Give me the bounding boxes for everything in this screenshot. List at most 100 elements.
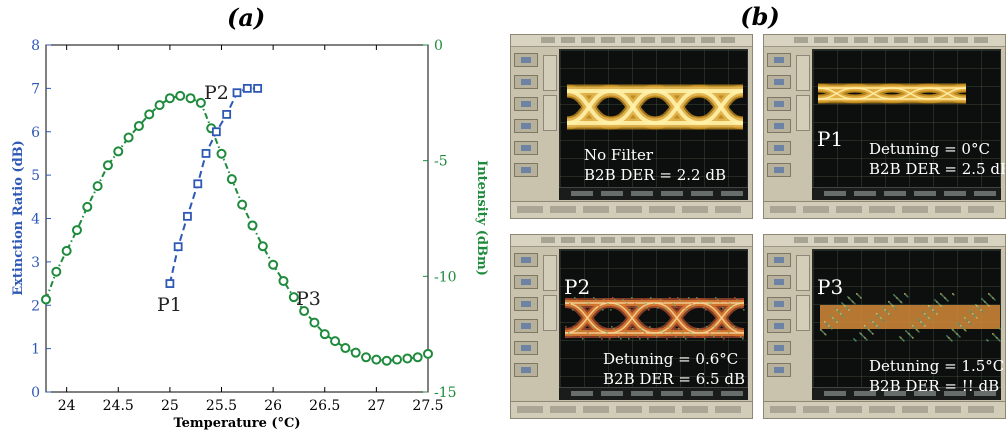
scope-side-button[interactable]	[514, 141, 538, 155]
noise-dot	[911, 336, 913, 338]
noise-dot	[934, 311, 936, 313]
menu-item-placeholder[interactable]	[794, 237, 808, 243]
menu-item-placeholder[interactable]	[561, 37, 575, 43]
menu-item-placeholder[interactable]	[974, 37, 988, 43]
x-tick-label: 26	[264, 398, 282, 414]
menu-item-placeholder[interactable]	[934, 37, 948, 43]
menu-item-placeholder[interactable]	[814, 37, 828, 43]
noise-dot	[856, 293, 858, 295]
scope-side-button[interactable]	[514, 319, 538, 333]
scope-statusbar	[764, 201, 1005, 218]
scope-side-button[interactable]	[767, 319, 791, 333]
menu-item-placeholder[interactable]	[641, 37, 655, 43]
menu-item-placeholder[interactable]	[894, 237, 908, 243]
noise-dot	[836, 309, 838, 311]
x-axis-label: Temperature (°C)	[173, 416, 300, 431]
menu-item-placeholder[interactable]	[581, 237, 595, 243]
menu-item-placeholder[interactable]	[541, 237, 555, 243]
status-placeholder	[968, 406, 994, 413]
menu-item-placeholder[interactable]	[561, 237, 575, 243]
scope-side-button[interactable]	[514, 75, 538, 89]
menu-item-placeholder[interactable]	[834, 237, 848, 243]
menu-item-placeholder[interactable]	[854, 37, 868, 43]
menu-item-placeholder[interactable]	[621, 237, 635, 243]
menu-item-placeholder[interactable]	[701, 237, 715, 243]
noise-dot	[970, 323, 972, 325]
noise-dot	[706, 326, 708, 328]
intensity-point	[102, 160, 113, 171]
scope-side-button[interactable]	[767, 163, 791, 177]
scope-readout-row	[559, 387, 748, 400]
menu-item-placeholder[interactable]	[681, 37, 695, 43]
menu-item-placeholder[interactable]	[894, 37, 908, 43]
menu-item-placeholder[interactable]	[954, 237, 968, 243]
scope-side-button[interactable]	[767, 341, 791, 355]
eye-caption-line: B2B DER = 6.5 dB	[603, 370, 745, 388]
noise-dot	[988, 305, 990, 307]
scope-side-button[interactable]	[514, 163, 538, 177]
noise-dot	[938, 303, 940, 305]
scope-side-button[interactable]	[514, 97, 538, 111]
noise-dot	[921, 322, 923, 324]
menu-item-placeholder[interactable]	[974, 237, 988, 243]
noise-dot	[835, 308, 837, 310]
noise-dot	[852, 301, 854, 303]
menu-item-placeholder[interactable]	[874, 37, 888, 43]
noise-dot	[895, 296, 897, 298]
menu-item-placeholder[interactable]	[601, 237, 615, 243]
menu-item-placeholder[interactable]	[661, 37, 675, 43]
menu-item-placeholder[interactable]	[721, 37, 735, 43]
menu-item-placeholder[interactable]	[681, 237, 695, 243]
menu-item-placeholder[interactable]	[814, 237, 828, 243]
noise-dot	[894, 295, 896, 297]
menu-item-placeholder[interactable]	[601, 37, 615, 43]
scope-side-button[interactable]	[767, 253, 791, 267]
readout-placeholder	[824, 191, 846, 196]
menu-item-placeholder[interactable]	[934, 237, 948, 243]
menu-item-placeholder[interactable]	[541, 37, 555, 43]
menu-item-placeholder[interactable]	[854, 237, 868, 243]
scope-side-button[interactable]	[514, 53, 538, 67]
scope-side-button[interactable]	[767, 119, 791, 133]
scope-side-button[interactable]	[767, 363, 791, 377]
scope-side-button[interactable]	[514, 253, 538, 267]
noise-dot	[693, 305, 695, 307]
noise-dot	[838, 311, 840, 313]
menu-item-placeholder[interactable]	[874, 237, 888, 243]
menu-item-placeholder[interactable]	[914, 237, 928, 243]
noise-dot	[891, 304, 893, 306]
readout-placeholder	[691, 391, 713, 396]
menu-item-placeholder[interactable]	[581, 37, 595, 43]
noise-dot	[684, 307, 686, 309]
scope-side-button[interactable]	[767, 75, 791, 89]
menu-item-placeholder[interactable]	[954, 37, 968, 43]
menu-item-placeholder[interactable]	[914, 37, 928, 43]
noise-dot	[906, 331, 908, 333]
menu-item-placeholder[interactable]	[794, 37, 808, 43]
noise-dot	[727, 301, 729, 303]
scope-side-button[interactable]	[767, 275, 791, 289]
menu-item-placeholder[interactable]	[621, 37, 635, 43]
menu-item-placeholder[interactable]	[701, 37, 715, 43]
menu-item-placeholder[interactable]	[641, 237, 655, 243]
noise-dot	[961, 326, 963, 328]
menu-item-placeholder[interactable]	[834, 37, 848, 43]
scope-side-button[interactable]	[514, 119, 538, 133]
noise-dot	[922, 311, 924, 313]
noise-dot	[618, 336, 620, 338]
menu-item-placeholder[interactable]	[721, 237, 735, 243]
noise-dot	[881, 318, 883, 320]
menu-item-placeholder[interactable]	[661, 237, 675, 243]
scope-side-button[interactable]	[767, 141, 791, 155]
scope-side-button[interactable]	[767, 297, 791, 311]
noise-dot	[917, 318, 919, 320]
scope-side-button[interactable]	[767, 53, 791, 67]
noise-dot	[965, 318, 967, 320]
noise-dot	[699, 330, 701, 332]
scope-side-button[interactable]	[514, 363, 538, 377]
scope-side-button[interactable]	[514, 275, 538, 289]
scope-side-button[interactable]	[514, 297, 538, 311]
noise-dot	[927, 316, 929, 318]
scope-side-button[interactable]	[514, 341, 538, 355]
scope-side-button[interactable]	[767, 97, 791, 111]
